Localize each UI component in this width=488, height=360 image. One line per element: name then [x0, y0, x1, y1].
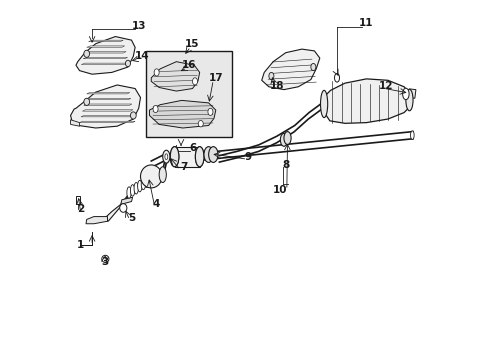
Ellipse shape — [144, 176, 149, 188]
Text: 1: 1 — [77, 240, 84, 250]
Ellipse shape — [159, 167, 166, 183]
Ellipse shape — [154, 69, 159, 76]
Polygon shape — [70, 120, 80, 126]
Ellipse shape — [195, 147, 203, 167]
Bar — [145, 51, 231, 137]
Ellipse shape — [198, 121, 203, 127]
Text: 6: 6 — [188, 143, 196, 153]
Polygon shape — [80, 121, 135, 123]
Text: 9: 9 — [244, 152, 251, 162]
Ellipse shape — [402, 88, 408, 100]
Polygon shape — [70, 85, 140, 128]
Polygon shape — [86, 217, 107, 224]
Polygon shape — [104, 194, 129, 221]
Polygon shape — [121, 197, 132, 204]
Ellipse shape — [310, 63, 315, 71]
Ellipse shape — [195, 147, 203, 167]
Ellipse shape — [334, 73, 339, 82]
Ellipse shape — [153, 105, 158, 113]
Ellipse shape — [280, 134, 287, 146]
Text: 11: 11 — [359, 18, 373, 28]
Ellipse shape — [83, 50, 89, 57]
Ellipse shape — [268, 72, 273, 80]
Ellipse shape — [203, 147, 213, 162]
Ellipse shape — [134, 183, 138, 194]
Ellipse shape — [126, 187, 131, 198]
Polygon shape — [322, 79, 409, 123]
Ellipse shape — [405, 89, 412, 111]
Text: 18: 18 — [269, 81, 284, 91]
Ellipse shape — [163, 150, 169, 163]
Text: 2: 2 — [77, 204, 84, 215]
Ellipse shape — [284, 132, 290, 144]
Polygon shape — [83, 57, 127, 59]
Ellipse shape — [410, 131, 413, 139]
Text: 8: 8 — [282, 159, 289, 170]
Polygon shape — [82, 110, 133, 111]
Text: 10: 10 — [273, 185, 287, 195]
Ellipse shape — [130, 112, 136, 119]
Ellipse shape — [137, 180, 142, 192]
Text: 13: 13 — [131, 21, 145, 31]
Polygon shape — [83, 104, 132, 105]
Text: 12: 12 — [378, 81, 393, 91]
Text: 4: 4 — [153, 199, 160, 210]
Polygon shape — [85, 51, 126, 53]
Ellipse shape — [164, 154, 167, 159]
Ellipse shape — [130, 185, 135, 196]
Ellipse shape — [192, 78, 197, 85]
Ellipse shape — [120, 204, 126, 212]
Text: 7: 7 — [180, 162, 187, 172]
Polygon shape — [151, 62, 199, 91]
Polygon shape — [85, 98, 131, 100]
Polygon shape — [86, 46, 124, 47]
Polygon shape — [81, 116, 134, 117]
Text: 15: 15 — [185, 39, 199, 49]
Polygon shape — [261, 49, 319, 90]
Ellipse shape — [207, 108, 212, 116]
Polygon shape — [76, 37, 135, 74]
Ellipse shape — [83, 98, 89, 105]
Ellipse shape — [170, 147, 179, 167]
Polygon shape — [149, 100, 215, 128]
Ellipse shape — [170, 147, 179, 167]
Ellipse shape — [208, 147, 218, 162]
Ellipse shape — [320, 90, 327, 118]
Ellipse shape — [125, 60, 130, 67]
Text: 3: 3 — [101, 257, 108, 267]
Text: 16: 16 — [182, 60, 196, 70]
Polygon shape — [86, 93, 129, 94]
Ellipse shape — [102, 255, 109, 262]
Polygon shape — [408, 89, 415, 98]
Text: 17: 17 — [208, 73, 223, 83]
Ellipse shape — [140, 165, 162, 188]
Ellipse shape — [141, 178, 145, 190]
Polygon shape — [76, 196, 80, 204]
Text: 5: 5 — [128, 213, 135, 222]
Polygon shape — [174, 147, 199, 167]
Text: 14: 14 — [135, 51, 149, 61]
Polygon shape — [88, 40, 123, 41]
Polygon shape — [81, 63, 129, 64]
